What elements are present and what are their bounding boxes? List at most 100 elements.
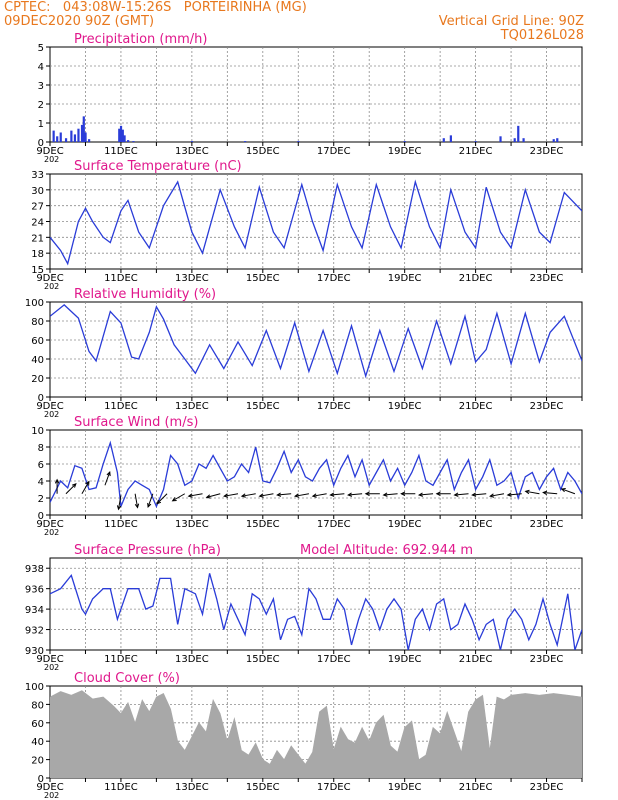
precip-bar <box>442 138 445 142</box>
x-tick-label: 11DEC <box>104 782 138 793</box>
panel-title: Surface Wind (m/s) <box>74 415 198 430</box>
precip-bar <box>123 135 126 142</box>
chart-panel-5: 930 932 934 936 938 9DEC 11DEC 13DEC 15DEC 17DEC 1… <box>25 543 583 672</box>
precip-bar <box>556 138 559 142</box>
y-tick-label: 0 <box>38 393 44 404</box>
x-year-label: 202 <box>44 282 59 291</box>
y-tick-label: 20 <box>31 374 44 385</box>
x-tick-label: 17DEC <box>317 146 351 157</box>
x-tick-label: 19DEC <box>388 401 422 412</box>
wind-arrow <box>311 493 327 498</box>
data-layer <box>50 573 582 650</box>
precip-bar <box>513 138 516 142</box>
wind-arrow <box>489 493 505 498</box>
series-line <box>50 573 582 650</box>
x-tick-label: 15DEC <box>246 519 280 530</box>
data-layer <box>50 304 582 379</box>
x-tick-label: 17DEC <box>317 401 351 412</box>
y-tick-label: 33 <box>31 170 44 181</box>
wind-arrow <box>435 491 451 496</box>
x-tick-label: 13DEC <box>175 273 209 284</box>
x-tick-label: 15DEC <box>246 146 280 157</box>
x-tick-label: 9DEC <box>36 654 63 665</box>
data-layer <box>50 179 582 266</box>
y-tick-label: 930 <box>25 646 44 657</box>
wind-arrow <box>187 493 203 498</box>
x-tick-label: 23DEC <box>530 146 564 157</box>
x-tick-label: 23DEC <box>530 519 564 530</box>
header-grid-line: Vertical Grid Line: 90Z <box>438 14 584 29</box>
x-tick-label: 19DEC <box>388 654 422 665</box>
x-tick-label: 11DEC <box>104 146 138 157</box>
y-tick-label: 40 <box>31 737 44 748</box>
y-tick-label: 0 <box>38 511 44 522</box>
panel-title: Surface Pressure (hPa) <box>74 543 221 558</box>
wind-arrow <box>453 492 469 497</box>
precip-bar <box>121 129 124 142</box>
series-line <box>50 304 582 379</box>
plot-frame <box>49 429 583 516</box>
x-tick-label: 11DEC <box>104 519 138 530</box>
y-tick-label: 18 <box>31 249 44 260</box>
y-tick-label: 2 <box>38 100 44 111</box>
precip-bar <box>499 136 502 142</box>
data-layer <box>50 440 582 511</box>
precip-bar <box>127 140 130 142</box>
y-tick-label: 4 <box>38 477 44 488</box>
x-tick-label: 15DEC <box>246 273 280 284</box>
x-tick-label: 11DEC <box>104 654 138 665</box>
wind-arrow <box>364 491 380 496</box>
panel-title: Precipitation (mm/h) <box>74 32 207 47</box>
wind-arrow <box>104 471 111 486</box>
precip-bar <box>449 135 452 142</box>
y-tick-label: 0 <box>38 138 44 149</box>
plot-frame <box>49 301 583 398</box>
wind-arrow <box>116 495 122 511</box>
wind-arrow <box>542 490 558 496</box>
x-tick-label: 23DEC <box>530 782 564 793</box>
header-location: CPTEC: 043:08W-15:26S PORTEIRINHA (MG) <box>4 0 307 15</box>
x-tick-label: 19DEC <box>388 146 422 157</box>
y-tick-label: 6 <box>38 460 44 471</box>
wind-arrow <box>276 492 292 497</box>
panel-title: Relative Humidity (%) <box>74 287 216 302</box>
wind-arrow <box>147 493 154 508</box>
precip-bar <box>297 141 300 142</box>
y-tick-label: 80 <box>31 700 44 711</box>
y-tick-label: 24 <box>31 218 44 229</box>
precip-bar <box>474 141 477 142</box>
x-tick-label: 23DEC <box>530 654 564 665</box>
y-tick-label: 60 <box>31 336 44 347</box>
x-tick-label: 9DEC <box>36 401 63 412</box>
y-tick-label: 80 <box>31 317 44 328</box>
precip-bar <box>552 139 555 142</box>
y-tick-label: 8 <box>38 443 44 454</box>
panel-annotation: Model Altitude: 692.944 m <box>300 543 473 558</box>
precip-bar <box>88 139 91 142</box>
x-tick-label: 21DEC <box>459 654 493 665</box>
wind-arrow <box>240 493 256 498</box>
wind-arrow <box>524 489 540 495</box>
x-year-label: 202 <box>44 791 59 800</box>
x-tick-label: 17DEC <box>317 654 351 665</box>
wind-arrow <box>347 492 363 497</box>
x-tick-label: 9DEC <box>36 146 63 157</box>
precip-bar <box>56 136 59 142</box>
x-tick-label: 13DEC <box>175 519 209 530</box>
x-tick-label: 21DEC <box>459 782 493 793</box>
x-tick-label: 15DEC <box>246 782 280 793</box>
x-tick-label: 13DEC <box>175 782 209 793</box>
x-year-label: 202 <box>44 410 59 419</box>
data-layer <box>52 116 559 142</box>
precip-bar <box>64 138 68 142</box>
plot-frame <box>49 46 583 143</box>
series-line <box>50 179 582 266</box>
x-tick-label: 15DEC <box>246 401 280 412</box>
precip-bar <box>190 141 194 142</box>
x-tick-label: 21DEC <box>459 401 493 412</box>
wind-arrow <box>417 492 434 497</box>
x-tick-label: 11DEC <box>104 401 138 412</box>
x-tick-label: 21DEC <box>459 273 493 284</box>
y-tick-label: 936 <box>25 585 44 596</box>
